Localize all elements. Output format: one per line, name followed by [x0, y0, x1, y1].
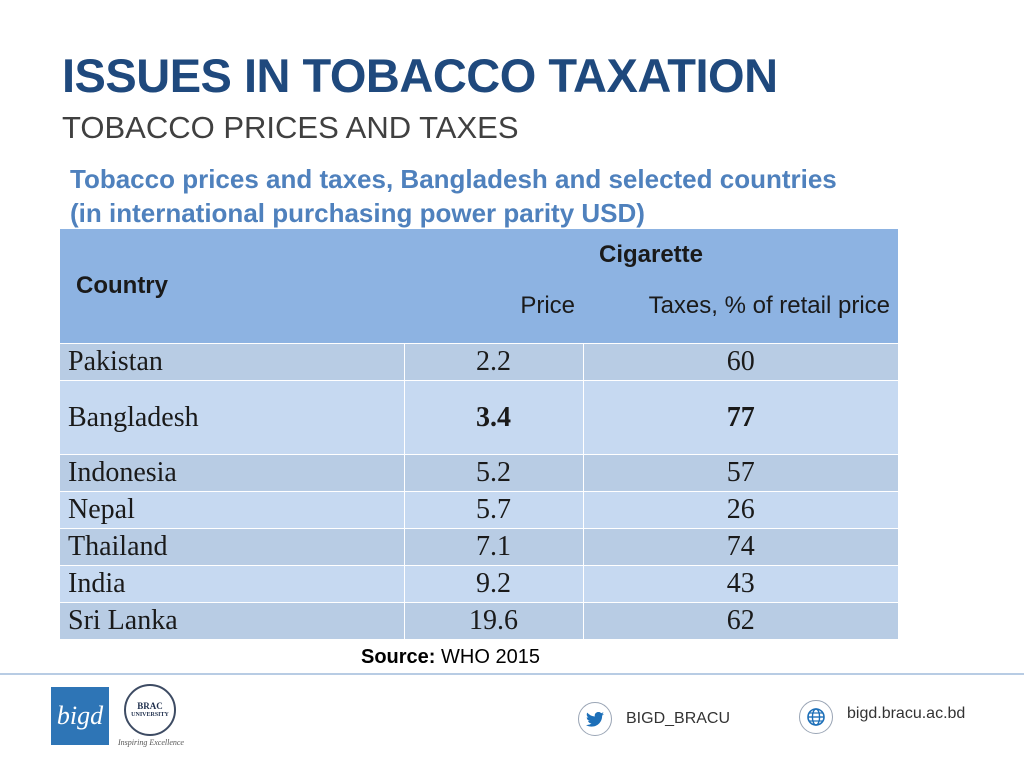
twitter-link[interactable]: BIGD_BRACU — [578, 702, 730, 736]
header-cigarette: Cigarette — [404, 229, 898, 269]
footer-divider — [0, 673, 1024, 675]
bigd-logo-text: bigd — [56, 701, 104, 730]
brac-seal-icon: BRAC UNIVERSITY — [124, 684, 176, 736]
brac-seal-line-1: BRAC — [137, 701, 163, 711]
country-cell: Nepal — [60, 491, 404, 529]
website-url: bigd.bracu.ac.bd — [847, 705, 966, 722]
caption-line-1: Tobacco prices and taxes, Bangladesh and… — [70, 164, 837, 194]
source-value: WHO 2015 — [441, 646, 540, 668]
header-taxes: Taxes, % of retail price — [583, 269, 898, 344]
price-cell: 9.2 — [403, 565, 583, 603]
source-note: Source: WHO 2015 — [361, 646, 540, 669]
tax-cell: 43 — [582, 565, 898, 603]
country-cell: Thailand — [60, 528, 404, 566]
header-price: Price — [404, 269, 583, 344]
tax-cell: 57 — [582, 454, 898, 492]
table-row: India 9.2 43 — [60, 565, 898, 603]
country-cell: Sri Lanka — [60, 602, 404, 639]
brac-university-logo: BRAC UNIVERSITY Inspiring Excellence — [116, 684, 186, 750]
price-cell: 19.6 — [403, 602, 583, 639]
table-caption: Tobacco prices and taxes, Bangladesh and… — [70, 162, 837, 230]
caption-line-2: (in international purchasing power parit… — [70, 198, 645, 228]
table-row: Sri Lanka 19.6 62 — [60, 602, 898, 639]
country-cell: Bangladesh — [60, 380, 404, 455]
brac-tagline: Inspiring Excellence — [118, 738, 184, 747]
twitter-handle: BIGD_BRACU — [626, 710, 731, 727]
tax-cell: 62 — [582, 602, 898, 639]
brac-seal-line-2: UNIVERSITY — [131, 712, 169, 718]
table-row: Indonesia 5.2 57 — [60, 454, 898, 492]
slide-subtitle: TOBACCO PRICES AND TAXES — [62, 110, 519, 145]
website-link[interactable]: bigd.bracu.ac.bd — [799, 700, 965, 734]
price-cell: 5.7 — [403, 491, 583, 529]
price-cell: 3.4 — [403, 380, 583, 455]
tax-cell: 26 — [582, 491, 898, 529]
price-cell: 5.2 — [403, 454, 583, 492]
header-country: Country — [60, 229, 404, 344]
tax-cell: 74 — [582, 528, 898, 566]
table-row: Nepal 5.7 26 — [60, 491, 898, 529]
bigd-logo: bigd — [51, 687, 109, 745]
price-cell: 7.1 — [403, 528, 583, 566]
country-cell: Pakistan — [60, 343, 404, 381]
price-cell: 2.2 — [403, 343, 583, 381]
tax-cell: 77 — [582, 380, 898, 455]
table-row: Pakistan 2.2 60 — [60, 343, 898, 381]
source-label: Source: — [361, 646, 436, 668]
tobacco-table: Country Cigarette Price Taxes, % of reta… — [60, 229, 898, 639]
tax-cell: 60 — [582, 343, 898, 381]
slide-title: ISSUES IN TOBACCO TAXATION — [62, 49, 778, 102]
twitter-icon[interactable] — [578, 702, 612, 736]
table-row: Thailand 7.1 74 — [60, 528, 898, 566]
country-cell: Indonesia — [60, 454, 404, 492]
table-row: Bangladesh 3.4 77 — [60, 380, 898, 455]
country-cell: India — [60, 565, 404, 603]
globe-icon[interactable] — [799, 700, 833, 734]
